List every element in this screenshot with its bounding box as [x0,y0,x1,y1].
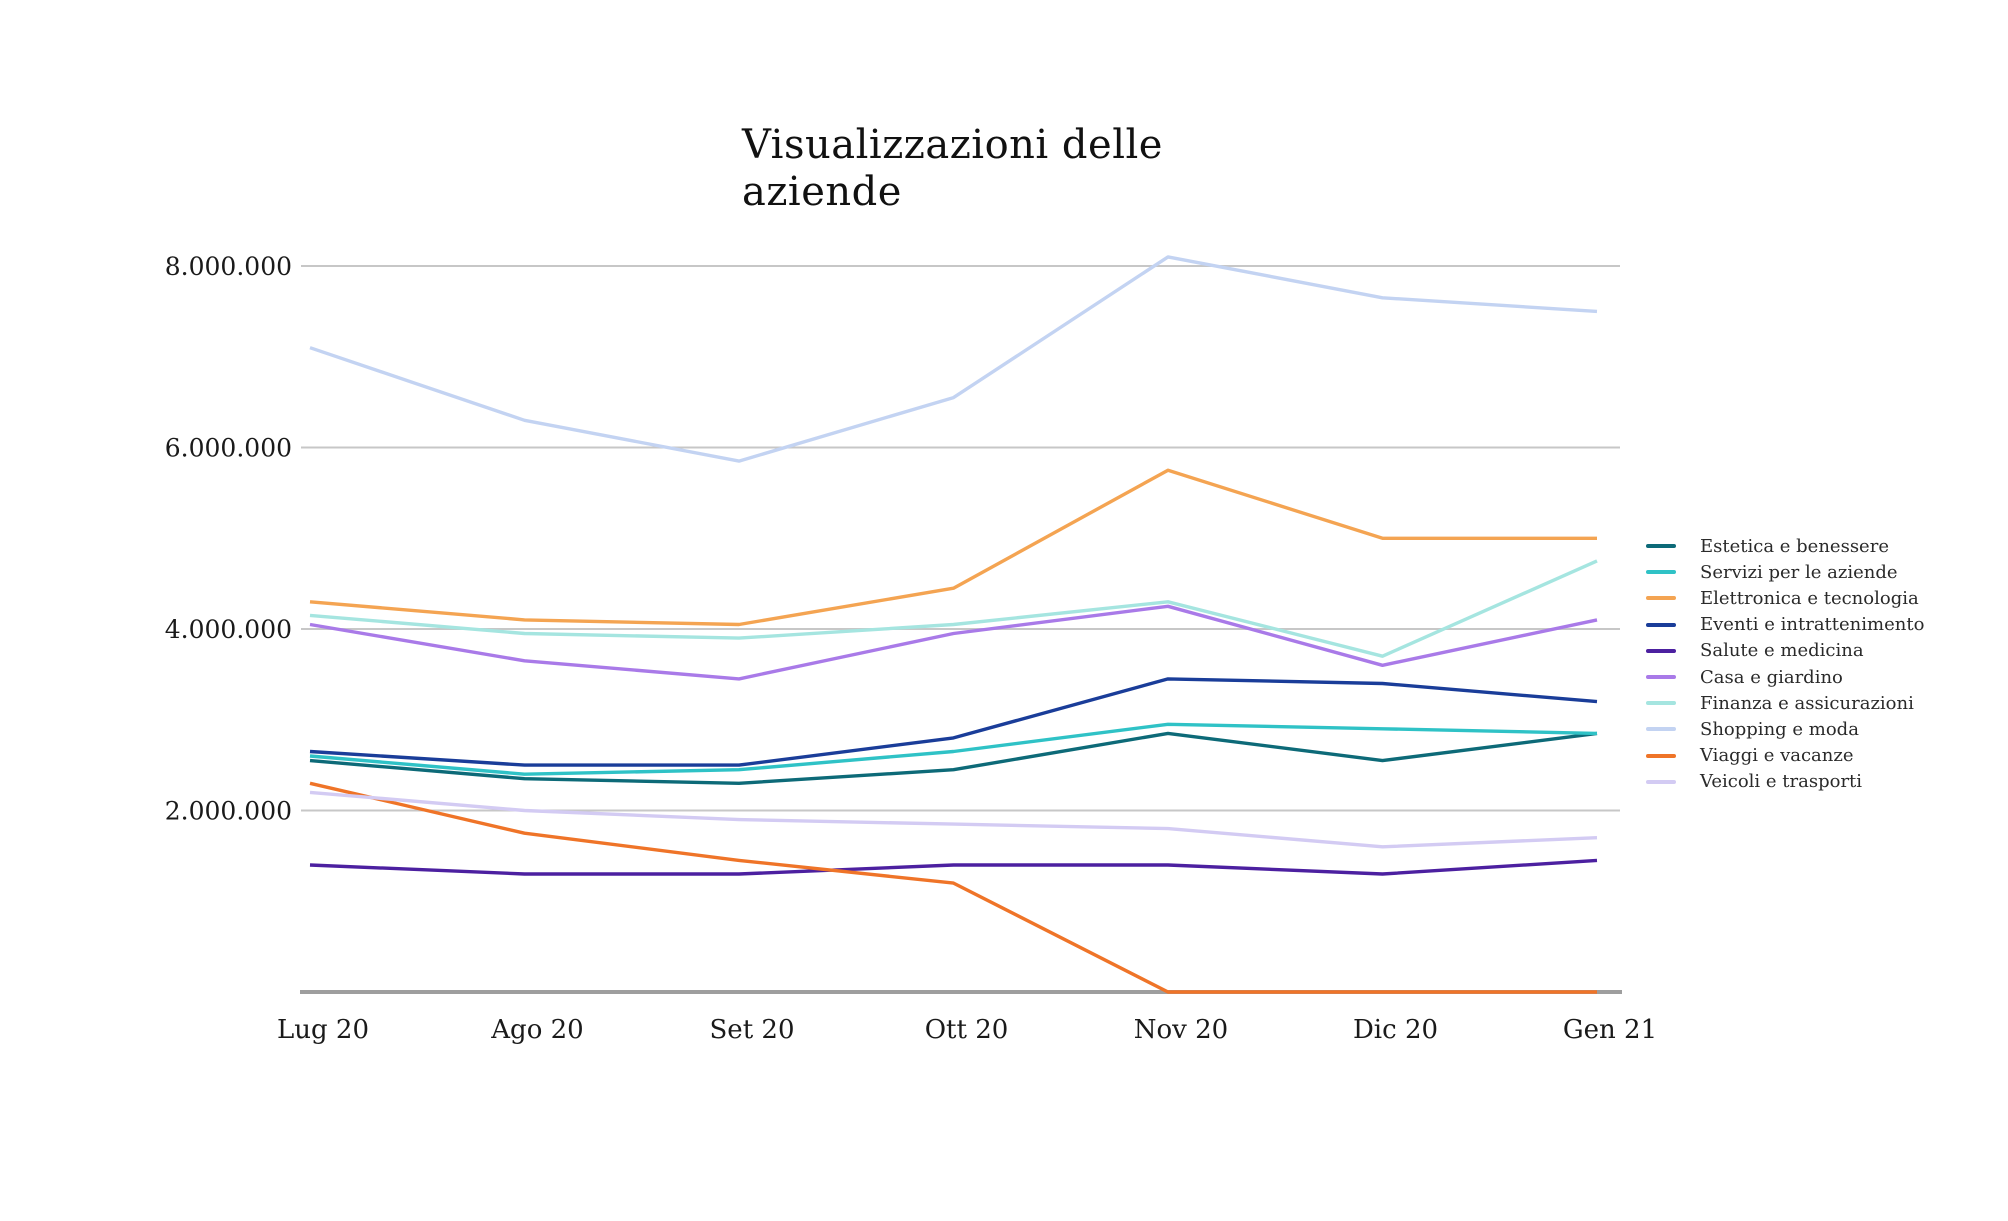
series-line-veicoli-e-trasporti [309,790,1598,849]
legend-label: Veicoli e trasporti [1700,771,1863,793]
legend-label: Viaggi e vacanze [1700,745,1854,767]
legend-item: Viaggi e vacanze [1646,743,1996,769]
legend-label: Casa e giardino [1700,666,1843,688]
y-axis-tick-label: 2.000.000 [165,797,292,826]
y-axis-tick-label: 8.000.000 [165,252,292,281]
chart-title: Visualizzazioni delle aziende [742,122,1163,216]
legend-label: Elettronica e tecnologia [1700,587,1919,609]
legend-label: Salute e medicina [1700,640,1864,662]
x-axis-label: Dic 20 [1353,1015,1438,1045]
legend-label: Estetica e benessere [1700,535,1889,557]
legend-item: Shopping e moda [1646,716,1996,742]
series-line-casa-e-giardino [309,604,1598,681]
series-line-elettronica-e-tecnologia [309,468,1597,627]
legend-item: Eventi e intrattenimento [1646,612,1996,638]
legend-swatch [1646,596,1676,601]
legend-swatch [1646,779,1676,784]
y-axis-tick-label: 6.000.000 [165,434,292,463]
x-axis-label: Nov 20 [1134,1015,1228,1045]
legend-label: Eventi e intrattenimento [1700,614,1925,636]
x-axis-label: Ott 20 [925,1015,1009,1045]
legend-item: Finanza e assicurazioni [1646,690,1996,716]
legend-item: Casa e giardino [1646,664,1996,690]
legend-swatch [1646,727,1676,732]
series-line-eventi-e-intrattenimento [309,677,1598,767]
legend-swatch [1646,675,1676,680]
series-line-salute-e-medicina [309,858,1598,876]
legend-item: Elettronica e tecnologia [1646,585,1996,611]
legend-item: Salute e medicina [1646,638,1996,664]
legend-swatch [1646,648,1676,653]
x-axis-label: Set 20 [710,1015,795,1045]
x-axis-label: Lug 20 [277,1015,369,1045]
legend-label: Finanza e assicurazioni [1700,692,1914,714]
x-axis-label: Ago 20 [490,1015,583,1045]
series-line-shopping-e-moda [309,255,1598,463]
legend-label: Shopping e moda [1700,718,1859,740]
legend-swatch [1646,753,1676,758]
series-line-estetica-e-benessere [309,731,1598,785]
y-axis-tick-label: 4.000.000 [165,615,292,644]
legend-item: Servizi per le aziende [1646,559,1996,585]
legend-label: Servizi per le aziende [1700,561,1898,583]
legend-item: Veicoli e trasporti [1646,769,1996,795]
chart-legend: Estetica e benessere Servizi per le azien… [1646,533,1996,795]
legend-swatch [1646,622,1676,627]
legend-swatch [1646,570,1676,575]
series-line-servizi-per-le-aziende [309,722,1598,776]
series-line-viaggi-e-vacanze [309,781,1597,994]
legend-swatch [1646,544,1676,549]
legend-swatch [1646,701,1676,706]
series-line-finanza-e-assicurazioni [309,559,1598,658]
x-axis-label: Gen 21 [1563,1015,1657,1045]
legend-item: Estetica e benessere [1646,533,1996,559]
